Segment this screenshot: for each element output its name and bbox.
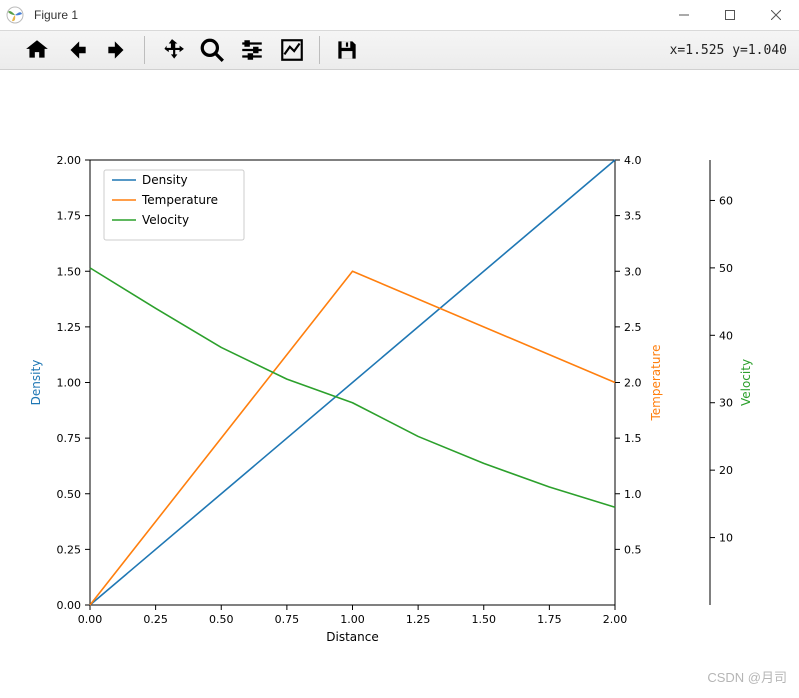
zoom-button[interactable] — [195, 33, 229, 67]
svg-text:2.5: 2.5 — [624, 321, 642, 334]
svg-text:Velocity: Velocity — [739, 359, 753, 406]
arrow-left-icon — [64, 37, 90, 63]
svg-text:3.5: 3.5 — [624, 210, 642, 223]
arrow-right-icon — [104, 37, 130, 63]
svg-text:3.0: 3.0 — [624, 265, 642, 278]
svg-text:2.0: 2.0 — [624, 377, 642, 390]
home-button[interactable] — [20, 33, 54, 67]
move-icon — [159, 37, 185, 63]
svg-text:1.25: 1.25 — [57, 321, 82, 334]
cursor-coordinates: x=1.525 y=1.040 — [670, 43, 791, 58]
svg-text:1.50: 1.50 — [57, 265, 82, 278]
save-button[interactable] — [330, 33, 364, 67]
toolbar-separator — [144, 36, 145, 64]
window-titlebar: Figure 1 — [0, 0, 799, 30]
svg-text:4.0: 4.0 — [624, 154, 642, 167]
svg-text:Temperature: Temperature — [649, 344, 663, 421]
svg-text:1.0: 1.0 — [624, 488, 642, 501]
svg-text:50: 50 — [719, 262, 733, 275]
svg-text:1.25: 1.25 — [406, 613, 431, 626]
line-chart-icon — [279, 37, 305, 63]
back-button[interactable] — [60, 33, 94, 67]
sliders-icon — [239, 37, 265, 63]
svg-text:Density: Density — [29, 360, 43, 406]
svg-text:1.50: 1.50 — [472, 613, 497, 626]
toolbar-separator — [319, 36, 320, 64]
svg-text:2.00: 2.00 — [603, 613, 628, 626]
window-title: Figure 1 — [34, 8, 78, 22]
window-maximize-button[interactable] — [707, 0, 753, 30]
axes-edit-button[interactable] — [275, 33, 309, 67]
svg-text:2.00: 2.00 — [57, 154, 82, 167]
svg-text:0.50: 0.50 — [209, 613, 234, 626]
svg-text:30: 30 — [719, 397, 733, 410]
svg-text:1.00: 1.00 — [340, 613, 365, 626]
svg-text:Distance: Distance — [326, 630, 378, 644]
svg-text:0.75: 0.75 — [275, 613, 300, 626]
svg-text:0.00: 0.00 — [78, 613, 103, 626]
save-icon — [334, 37, 360, 63]
svg-text:20: 20 — [719, 464, 733, 477]
svg-text:1.00: 1.00 — [57, 377, 82, 390]
window-minimize-button[interactable] — [661, 0, 707, 30]
figure-canvas[interactable]: 0.00 0.25 0.50 0.75 1.00 1.25 1.50 1.75 2.00 Dist… — [0, 70, 799, 698]
svg-text:1.75: 1.75 — [537, 613, 562, 626]
svg-text:60: 60 — [719, 194, 733, 207]
svg-text:Velocity: Velocity — [142, 213, 189, 227]
watermark-text: CSDN @月司 — [707, 667, 787, 686]
forward-button[interactable] — [100, 33, 134, 67]
subplots-button[interactable] — [235, 33, 269, 67]
svg-text:40: 40 — [719, 329, 733, 342]
svg-text:0.00: 0.00 — [57, 599, 82, 612]
home-icon — [24, 37, 50, 63]
svg-text:0.25: 0.25 — [143, 613, 168, 626]
zoom-icon — [199, 37, 225, 63]
svg-text:0.50: 0.50 — [57, 488, 82, 501]
chart-plot: 0.00 0.25 0.50 0.75 1.00 1.25 1.50 1.75 2.00 Dist… — [0, 70, 799, 698]
svg-text:0.5: 0.5 — [624, 543, 642, 556]
svg-text:1.75: 1.75 — [57, 210, 82, 223]
svg-text:Temperature: Temperature — [141, 193, 218, 207]
svg-text:Density: Density — [142, 173, 188, 187]
matplotlib-toolbar: x=1.525 y=1.040 — [0, 30, 799, 70]
svg-text:1.5: 1.5 — [624, 432, 642, 445]
app-icon — [0, 0, 30, 30]
svg-text:0.25: 0.25 — [57, 543, 82, 556]
svg-text:10: 10 — [719, 532, 733, 545]
pan-button[interactable] — [155, 33, 189, 67]
svg-text:0.75: 0.75 — [57, 432, 82, 445]
window-close-button[interactable] — [753, 0, 799, 30]
